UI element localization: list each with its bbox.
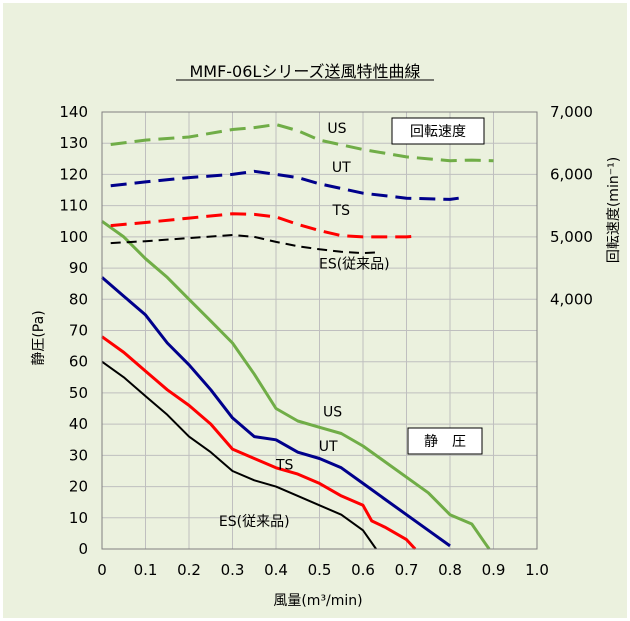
x-tick-label: 0.1 [134, 561, 158, 579]
series-line-ts-pressure [101, 335, 417, 551]
chart-background [3, 3, 627, 618]
series-line-es-speed [110, 234, 377, 255]
y-tick-label: 40 [69, 415, 88, 433]
pressure-box-frame [407, 427, 483, 455]
y-tick-label: 0 [78, 540, 88, 558]
speed-box: 回転速度 [391, 117, 485, 145]
speed-box-label: 回転速度 [410, 124, 466, 140]
series-label: US [323, 405, 342, 421]
series-group: US UT TS ES(従来品) US UT TS ES(従来品) [101, 121, 494, 551]
x-tick-label: 0.6 [351, 561, 375, 579]
series-label: US [327, 121, 346, 137]
y-tick-label: 120 [59, 165, 88, 183]
series-line-us-pressure [101, 220, 491, 550]
y-tick-label: 60 [69, 353, 88, 371]
series-label: TS [275, 458, 294, 474]
x-tick-label: 0.9 [482, 561, 506, 579]
x-tick-label: 0.7 [395, 561, 419, 579]
series-line-ut-pressure [101, 276, 451, 548]
series-label: UT [319, 439, 338, 455]
x-tick-label: 0.5 [308, 561, 332, 579]
x-tick-label: 1.0 [525, 561, 549, 579]
pressure-box-label: 静 圧 [424, 434, 466, 450]
pressure-box: 静 圧 [407, 427, 483, 455]
y-tick-label: 130 [59, 134, 88, 152]
y-tick-label: 110 [59, 197, 88, 215]
series-line-ut-speed [110, 169, 459, 201]
series-line-es-pressure [101, 360, 377, 550]
y-tick-label: 30 [69, 446, 88, 464]
x-axis-label: 風量(m³/min) [273, 593, 362, 609]
y-tick-label: 80 [69, 290, 88, 308]
y2-tick-label: 5,000 [550, 228, 593, 246]
y-axis-label: 静圧(Pa) [31, 310, 47, 365]
series-line-ts-speed [110, 212, 416, 239]
chart-title: MMF-06Lシリーズ送風特性曲線 [189, 62, 420, 81]
x-tick-label: 0 [97, 561, 107, 579]
x-tick-label: 0.3 [221, 561, 245, 579]
axes: 0 0.1 0.2 0.3 0.4 0.5 0.6 0.7 0.8 0.9 1.0 0 10 20 30 40… [59, 103, 593, 579]
y-tick-label: 70 [69, 322, 88, 340]
y2-tick-label: 4,000 [550, 290, 593, 308]
y-tick-label: 100 [59, 228, 88, 246]
y-tick-label: 140 [59, 103, 88, 121]
y2-tick-label: 6,000 [550, 165, 593, 183]
series-label: TS [332, 203, 351, 219]
y-tick-label: 20 [69, 478, 88, 496]
x-tick-label: 0.8 [438, 561, 462, 579]
series-label: ES(従来品) [319, 257, 390, 273]
x-tick-label: 0.2 [177, 561, 201, 579]
y-tick-label: 50 [69, 384, 88, 402]
x-tick-label: 0.4 [264, 561, 288, 579]
y-tick-label: 10 [69, 509, 88, 527]
series-label: ES(従来品) [219, 514, 290, 530]
y2-tick-label: 7,000 [550, 103, 593, 121]
plot-frame [101, 111, 538, 550]
series-label: UT [332, 160, 351, 176]
series-line-us-speed [110, 123, 494, 163]
speed-box-frame [391, 117, 485, 145]
y-tick-label: 90 [69, 259, 88, 277]
y2-axis-label: 回転速度(min⁻¹) [606, 157, 622, 263]
